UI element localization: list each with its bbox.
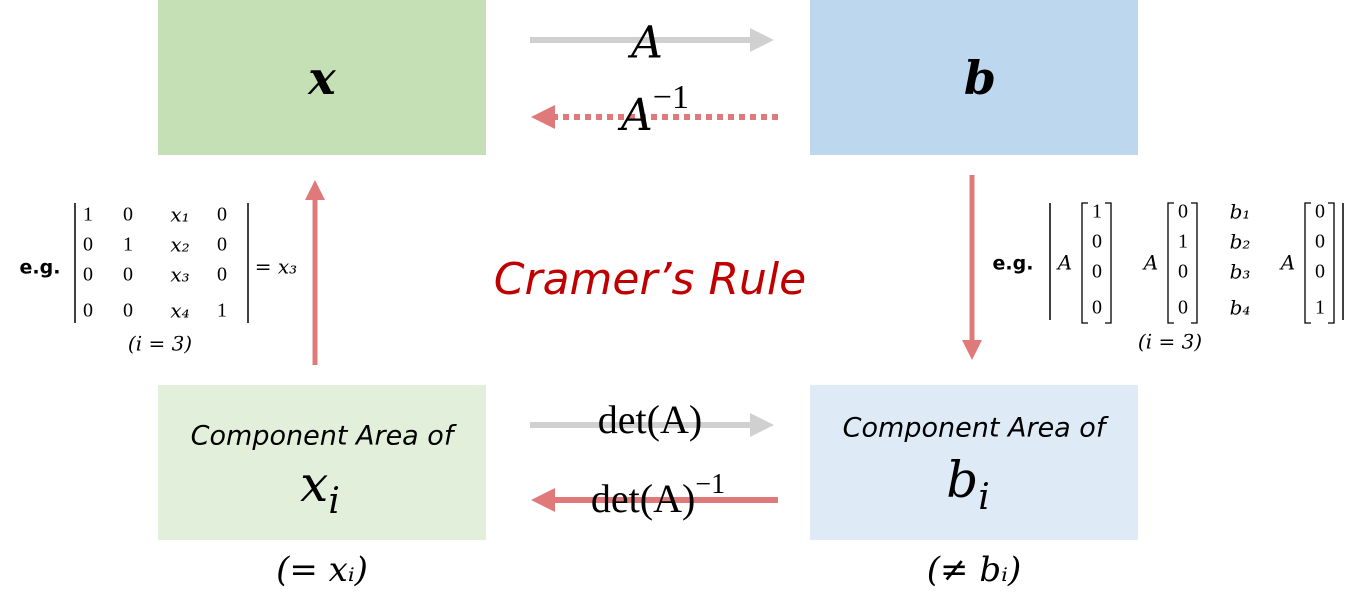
bracket [1081,202,1088,324]
matrix-cell: 0 [217,234,227,256]
label-xi: xi [300,455,340,522]
box-xi [158,385,486,540]
matrix-cell: 0 [1315,231,1325,253]
sub: i [978,477,990,518]
matrix-cell: 0 [1315,201,1325,223]
matrix-cell: 1 [1178,231,1188,253]
bracket [1191,202,1198,324]
bracket [1304,202,1311,324]
matrix-cell: 0 [83,264,93,286]
box-b [810,0,1138,155]
matrix-cell: 0 [123,300,133,322]
matrix-cell: 0 [83,300,93,322]
matrix-cell: x₂ [170,233,189,257]
matrix-cell: 1 [217,300,227,322]
prefix: e.g. [20,257,61,279]
matrix-cell: 0 [83,234,93,256]
label-bi: bi [946,451,990,518]
caption: Component Area of [191,421,457,452]
result: = x₃ [255,255,297,279]
bracket [1105,202,1112,324]
matrix-label: A [1279,251,1295,275]
left-example: e.g. = x₃ (i = 3) 1 0 x₁ 0 0 1 x₂ 0 0 0 x₃ 0 0 0 x₄ 1 [20,203,298,356]
label-det-inverse: det(A)−1 [591,469,725,521]
matrix-cell: 1 [123,234,133,256]
matrix-cell: 0 [123,204,133,226]
note: (≠ bᵢ) [927,550,1021,590]
label-b: b [964,51,996,105]
label-x: x [307,51,336,105]
base: A [617,90,653,141]
matrix-cell: 0 [1315,261,1325,283]
base: det(A) [591,476,695,521]
base: b [946,451,978,509]
matrix-cell: x₄ [170,299,189,323]
sub: i [328,481,340,522]
box-x [158,0,486,155]
matrix-cell: b₄ [1230,296,1251,320]
matrix-cell: x₁ [170,203,189,227]
matrix-cell: 0 [1092,297,1102,319]
title: Cramer’s Rule [494,254,806,305]
box-bi [810,385,1138,540]
matrix-cell: 0 [1092,231,1102,253]
sup: −1 [653,79,689,116]
matrix-cell: b₃ [1230,260,1251,284]
label-a: A [627,18,663,69]
matrix-cell: 1 [1315,297,1325,319]
matrix-cell: 1 [83,204,93,226]
bracket [1167,202,1174,324]
bracket [1328,202,1335,324]
label-a-inverse: A−1 [617,79,689,141]
matrix-cell: 0 [217,264,227,286]
matrix-cell: 0 [1178,201,1188,223]
base: x [300,455,328,513]
matrix-cell: b₁ [1230,200,1251,224]
caption: Component Area of [843,413,1109,444]
matrix-cell: x₃ [170,263,189,287]
note: (= xᵢ) [276,550,368,590]
label-det: det(A) [598,397,702,442]
matrix-cell: 0 [1178,261,1188,283]
note: (i = 3) [128,332,192,356]
sup: −1 [695,469,725,500]
matrix-label: A [1056,251,1072,275]
matrix-cell: 1 [1092,201,1102,223]
matrix-cell: b₂ [1230,230,1251,254]
matrix-cell: 0 [1178,297,1188,319]
matrix-cell: 0 [217,204,227,226]
prefix: e.g. [993,253,1034,275]
matrix-label: A [1142,251,1158,275]
matrix-cell: 0 [1092,261,1102,283]
matrix-cell: 0 [123,264,133,286]
note: (i = 3) [1138,330,1202,354]
